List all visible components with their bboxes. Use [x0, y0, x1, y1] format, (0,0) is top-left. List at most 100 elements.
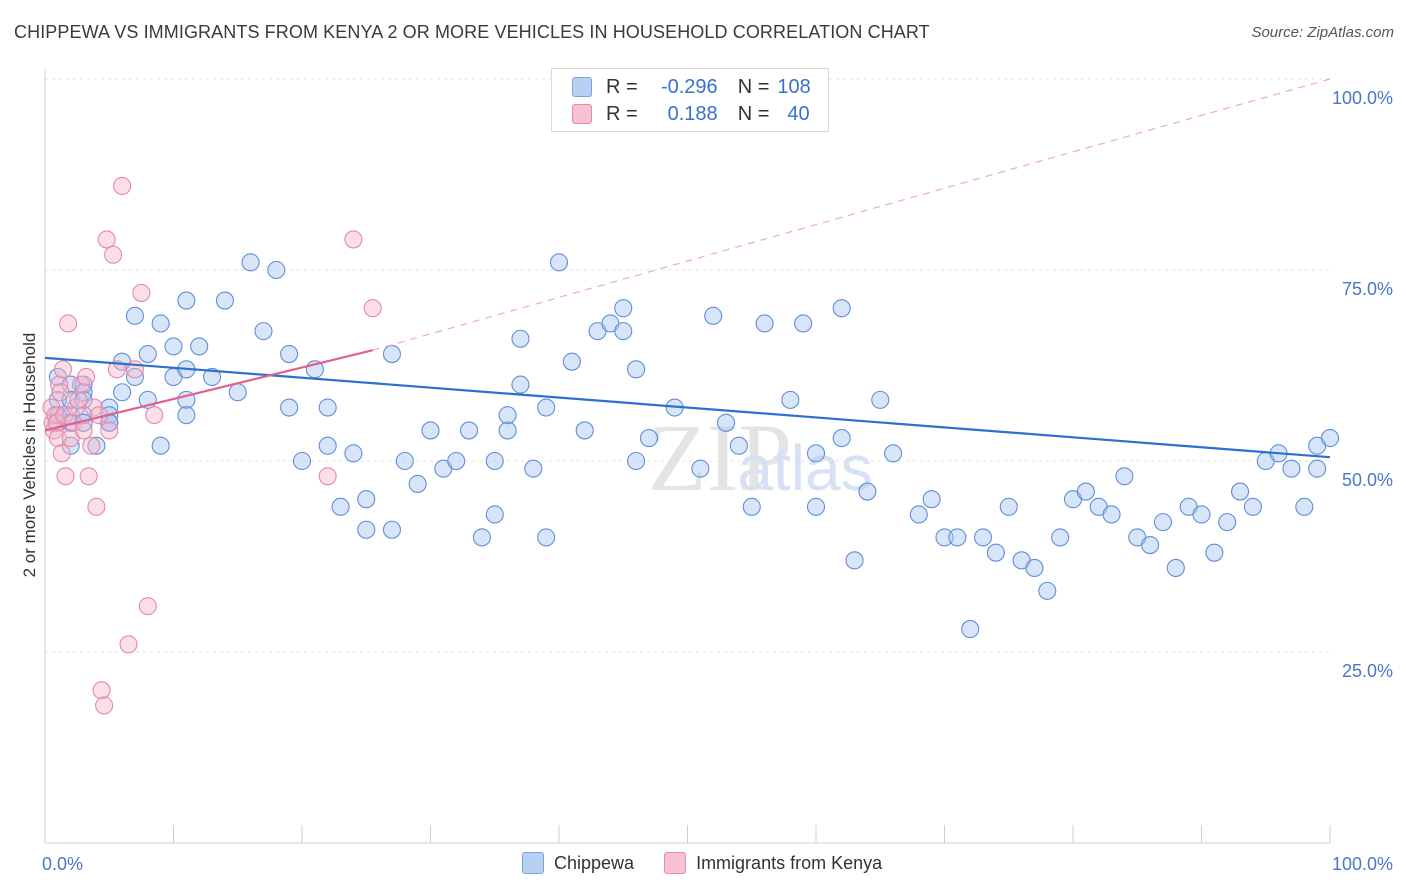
- x-tick-label: 100.0%: [1332, 854, 1393, 874]
- legend-item-kenya: Immigrants from Kenya: [664, 852, 882, 874]
- trendline-chippewa: [44, 356, 1331, 459]
- series-chippewa: [48, 253, 1340, 639]
- chippewa-point: [357, 490, 376, 509]
- chart-title: CHIPPEWA VS IMMIGRANTS FROM KENYA 2 OR M…: [14, 22, 930, 42]
- chippewa-point: [215, 291, 234, 310]
- chippewa-point: [832, 299, 851, 318]
- chippewa-point: [100, 398, 119, 417]
- chippewa-point: [151, 314, 170, 333]
- chippewa-point: [1038, 581, 1057, 600]
- chippewa-point: [549, 253, 569, 272]
- chippewa-point: [280, 344, 299, 364]
- chippewa-point: [511, 375, 530, 394]
- legend-swatch-kenya: [572, 104, 592, 124]
- chippewa-point: [241, 253, 260, 272]
- chippewa-point: [1192, 505, 1211, 524]
- kenya-point: [145, 406, 164, 425]
- legend-swatch-kenya: [664, 852, 687, 874]
- chippewa-point: [627, 451, 646, 471]
- chippewa-point: [382, 520, 402, 539]
- legend-row-chippewa: R = -0.296 N = 108: [572, 75, 811, 99]
- series-legend: Chippewa Immigrants from Kenya: [522, 852, 912, 874]
- chippewa-point: [961, 620, 980, 639]
- y-tick-label: 75.0%: [1342, 279, 1393, 299]
- chippewa-point: [704, 306, 723, 325]
- chippewa-point: [1115, 467, 1134, 486]
- chippewa-point: [1308, 459, 1327, 478]
- chippewa-point: [935, 528, 954, 547]
- chippewa-point: [74, 390, 93, 409]
- kenya-point: [74, 421, 93, 440]
- chippewa-point: [511, 329, 530, 348]
- legend-n-label: N =: [737, 75, 770, 98]
- chippewa-point: [177, 291, 196, 310]
- chippewa-point: [113, 383, 132, 402]
- chippewa-point: [1231, 482, 1250, 501]
- chippewa-point: [280, 398, 299, 417]
- chippewa-point: [177, 406, 196, 425]
- chippewa-point: [986, 543, 1005, 562]
- chippewa-point: [254, 322, 273, 341]
- y-tick-label: 25.0%: [1342, 661, 1393, 681]
- chippewa-point: [292, 451, 312, 471]
- chippewa-point: [858, 482, 877, 501]
- chippewa-point: [267, 260, 286, 280]
- chippewa-point: [382, 344, 402, 364]
- axes: [44, 69, 1331, 844]
- chippewa-point: [344, 444, 363, 463]
- kenya-point: [51, 383, 70, 402]
- chippewa-point: [691, 459, 710, 478]
- trendlines: [44, 78, 1331, 459]
- watermark-zip: ZIP: [648, 404, 792, 511]
- x-tick-label: 0.0%: [42, 854, 83, 874]
- chippewa-point: [614, 322, 633, 341]
- kenya-point: [344, 230, 363, 249]
- chippewa-point: [1243, 497, 1262, 516]
- kenya-point: [53, 360, 73, 379]
- chippewa-point: [999, 497, 1018, 516]
- kenya-point: [100, 421, 119, 440]
- chippewa-point: [1218, 513, 1237, 532]
- chippewa-point: [1282, 459, 1301, 478]
- legend-row-kenya: R = 0.188 N = 40: [572, 102, 810, 126]
- chippewa-point: [575, 421, 594, 440]
- kenya-point: [107, 360, 127, 379]
- legend-n-value-chippewa: 108: [777, 75, 811, 98]
- legend-n-value-kenya: 40: [787, 102, 810, 125]
- kenya-point: [82, 436, 101, 455]
- watermark-atlas: atlas: [737, 432, 872, 504]
- chippewa-point: [845, 551, 864, 570]
- chippewa-point: [203, 367, 222, 387]
- chippewa-point: [806, 497, 826, 516]
- chippewa-point: [729, 436, 748, 455]
- chippewa-point: [190, 337, 209, 356]
- chippewa-point: [1320, 429, 1340, 448]
- kenya-point: [87, 497, 106, 516]
- chippewa-point: [408, 474, 427, 493]
- legend-r-value-chippewa: -0.296: [660, 75, 718, 98]
- chippewa-point: [781, 390, 800, 409]
- chippewa-point: [331, 497, 350, 516]
- chippewa-point: [1051, 528, 1070, 547]
- trendline-kenya: [44, 349, 373, 432]
- legend-swatch-chippewa: [572, 77, 592, 97]
- chippewa-point: [395, 451, 414, 471]
- legend-item-chippewa: Chippewa: [522, 852, 634, 874]
- chippewa-point: [884, 444, 903, 463]
- kenya-point: [97, 230, 116, 249]
- chippewa-point: [472, 528, 491, 547]
- chippewa-point: [614, 299, 633, 318]
- chippewa-point: [524, 459, 543, 478]
- chippewa-point: [755, 314, 774, 333]
- chippewa-point: [716, 413, 736, 432]
- chippewa-point: [125, 306, 144, 325]
- chippewa-point: [485, 505, 504, 524]
- legend-r-label: R =: [606, 102, 638, 125]
- chippewa-point: [562, 352, 581, 371]
- chippewa-point: [537, 398, 556, 417]
- y-axis-label: 2 or more Vehicles in Household: [20, 332, 39, 578]
- trendline-kenya-extended: [372, 78, 1331, 351]
- kenya-point: [77, 367, 96, 387]
- kenya-point: [113, 176, 132, 196]
- chippewa-point: [909, 505, 928, 524]
